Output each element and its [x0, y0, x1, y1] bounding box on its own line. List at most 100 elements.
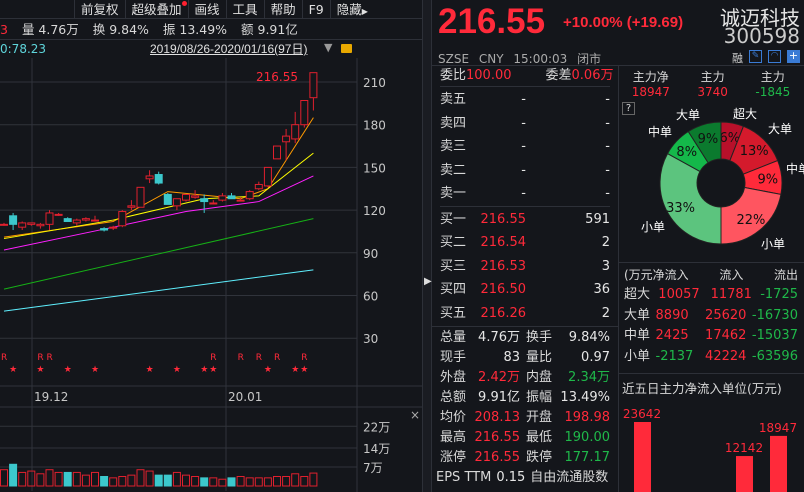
chart-toolbar: 前复权 超级叠加 画线 工具 帮助 F9 隐藏▶ — [0, 0, 422, 19]
net-inflow: -2137 — [655, 348, 694, 364]
candle — [100, 227, 109, 232]
ask-row[interactable]: 卖三 - - — [440, 135, 610, 159]
stat-row: 最高 216.55 最低 190.00 — [440, 428, 610, 448]
toolbar-button-1[interactable]: 超级叠加 — [124, 0, 188, 19]
panel-divider[interactable]: ▶ — [422, 0, 432, 492]
order-size-label: 超大 — [624, 287, 651, 302]
right-panel: 216.55 +10.00% (+19.69) 诚迈科技 300598 SZSE… — [432, 0, 804, 492]
stat-label: 开盘 — [526, 410, 553, 425]
flow-table: (万元净流入 流入 流出 超大 10057 11781 -1725 大单 8890 25620 -1… — [618, 262, 804, 367]
toolbar-button-label: 前复权 — [81, 2, 119, 17]
stat-row: 涨停 216.55 跌停 177.17 — [440, 448, 610, 468]
candle — [118, 210, 127, 228]
level-price: - — [521, 92, 526, 107]
level-volume: 36 — [593, 282, 610, 297]
signal-star: ★ — [173, 365, 181, 375]
net-inflow: 10057 — [658, 287, 700, 302]
outflow: -63596 — [751, 348, 798, 364]
help-button[interactable]: ? — [622, 102, 635, 115]
toolbar-button-4[interactable]: 帮助 — [263, 0, 302, 19]
date-range[interactable]: 2019/08/26-2020/01/16(97日) — [150, 42, 308, 56]
bid-row[interactable]: 买四 216.50 36 — [440, 278, 610, 302]
stat-label: 换手 — [526, 330, 553, 345]
volume-bar — [163, 474, 172, 487]
ask-row[interactable]: 卖一 - - — [440, 182, 610, 206]
candle — [36, 222, 45, 229]
flow-table-row: 小单 -2137 42224 -63596 — [624, 347, 798, 368]
candle — [191, 190, 200, 199]
ask-row[interactable]: 卖五 - - — [440, 88, 610, 112]
five-day-bar — [736, 456, 753, 492]
volume-bar — [300, 476, 309, 487]
candle — [182, 193, 190, 202]
candle — [9, 212, 18, 231]
toolbar-button-0[interactable]: 前复权 — [74, 0, 125, 19]
candle — [236, 197, 245, 202]
five-day-bar — [634, 422, 651, 492]
collapse-arrow-icon[interactable]: ▶ — [424, 276, 432, 287]
stat-label: 外盘 — [440, 370, 467, 385]
level-price: 216.53 — [480, 258, 527, 274]
volume-bar — [91, 471, 99, 487]
dropdown-triangle-icon[interactable]: ▼ — [324, 41, 333, 54]
ask-row[interactable]: 卖二 - - — [440, 159, 610, 183]
bid-row[interactable]: 买三 216.53 3 — [440, 255, 610, 279]
candle — [63, 217, 72, 222]
inflow: 25620 — [705, 307, 747, 323]
signal-r: R — [37, 353, 43, 363]
stat-value: 0.15 — [496, 470, 526, 485]
close-icon[interactable]: × — [410, 408, 420, 422]
candle — [127, 200, 136, 211]
flow-table-row: 超大 10057 11781 -1725 — [624, 285, 798, 306]
lock-icon[interactable] — [341, 44, 352, 53]
stat-row: 均价 208.13 开盘 198.98 — [440, 408, 610, 428]
toolbar-button-5[interactable]: F9 — [301, 0, 330, 19]
volume-bar — [9, 463, 18, 487]
volume-bar — [27, 470, 36, 487]
level-volume: 2 — [601, 305, 610, 321]
stat-label: 均价 — [440, 410, 467, 425]
pie-label: 大单 — [768, 122, 792, 136]
flow-value: -1845 — [755, 85, 791, 99]
flow-summary-2: 主力 -1845 — [755, 68, 790, 99]
toolbar-button-3[interactable]: 工具 — [225, 0, 264, 19]
bid-row[interactable]: 买五 216.26 2 — [440, 302, 610, 326]
candle — [54, 212, 63, 216]
toolbar-button-6[interactable]: 隐藏▶ — [329, 0, 374, 19]
volume-bar — [127, 474, 136, 487]
signal-r: R — [210, 353, 216, 363]
signal-star: ★ — [64, 365, 72, 375]
signal-star: ★ — [146, 365, 154, 375]
level-volume: - — [605, 139, 610, 154]
candle — [218, 193, 227, 202]
bell-icon[interactable]: ◠ — [768, 50, 781, 63]
toolbar-button-2[interactable]: 画线 — [187, 0, 226, 19]
toolbar-button-label: 工具 — [232, 2, 258, 17]
stat-row: 现手 83 量比 0.97 — [440, 348, 610, 368]
candle — [145, 170, 154, 184]
stat-value: 9.91亿 — [478, 390, 520, 405]
stat-label: 自由流通股数 — [530, 470, 609, 485]
ask-row[interactable]: 卖四 - - — [440, 112, 610, 136]
five-day-value: 18947 — [759, 421, 797, 435]
candle — [300, 100, 309, 128]
market-info: SZSE CNY 15:00:03 闭市 — [438, 50, 601, 67]
volume-bar — [54, 471, 63, 487]
price-tick: 150 — [363, 161, 386, 175]
candle — [309, 72, 318, 111]
bid-row[interactable]: 买二 216.54 2 — [440, 231, 610, 255]
edit-icon[interactable]: ✎ — [749, 50, 762, 63]
candle — [291, 111, 300, 144]
bid-row[interactable]: 买一 216.55 591 — [440, 208, 610, 232]
chart-header: 0:78.23 2019/08/26-2020/01/16(97日) ▼ — [0, 40, 422, 58]
signal-star: ★ — [300, 365, 308, 375]
volume-bar — [236, 476, 245, 487]
add-icon[interactable]: + — [787, 49, 800, 63]
stats-volume: 量 4.76万 — [21, 22, 79, 37]
stat-value: 0.97 — [581, 350, 610, 365]
outflow: -1725 — [760, 287, 798, 302]
stat-value: 9.84% — [568, 330, 610, 345]
candle — [154, 171, 163, 185]
signal-star: ★ — [291, 365, 299, 375]
